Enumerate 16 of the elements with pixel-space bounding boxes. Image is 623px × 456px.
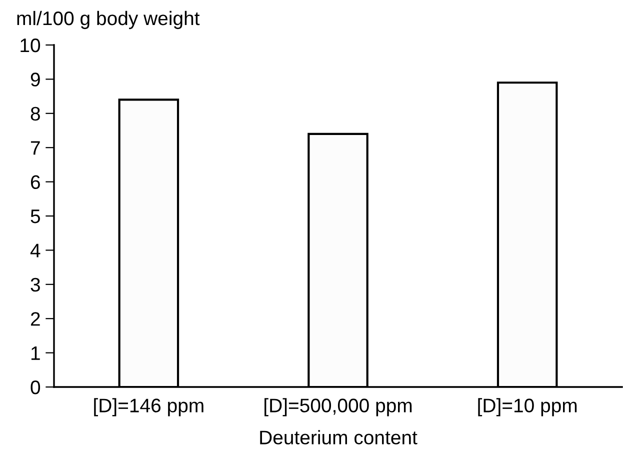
y-tick-label: 9: [30, 72, 40, 86]
y-tick-label: 4: [30, 244, 40, 258]
y-tick-label: 10: [20, 38, 40, 52]
y-tick-label: 6: [30, 175, 40, 190]
y-axis-title: ml/100 g body weight: [17, 10, 200, 30]
y-tick-label: 8: [30, 106, 40, 121]
x-tick-label: [D]=146 ppm: [94, 398, 204, 416]
y-tick-label: 0: [30, 380, 40, 394]
x-tick-label: [D]=500,000 ppm: [264, 398, 412, 416]
x-axis-title: Deuterium content: [260, 430, 418, 444]
y-tick-label: 7: [30, 141, 40, 155]
y-tick-label: 3: [30, 278, 40, 292]
y-tick-label: 5: [30, 210, 40, 224]
x-tick-label: [D]=10 ppm: [478, 398, 577, 416]
y-tick-label: 2: [30, 312, 40, 326]
y-tick-label: 1: [31, 346, 40, 360]
